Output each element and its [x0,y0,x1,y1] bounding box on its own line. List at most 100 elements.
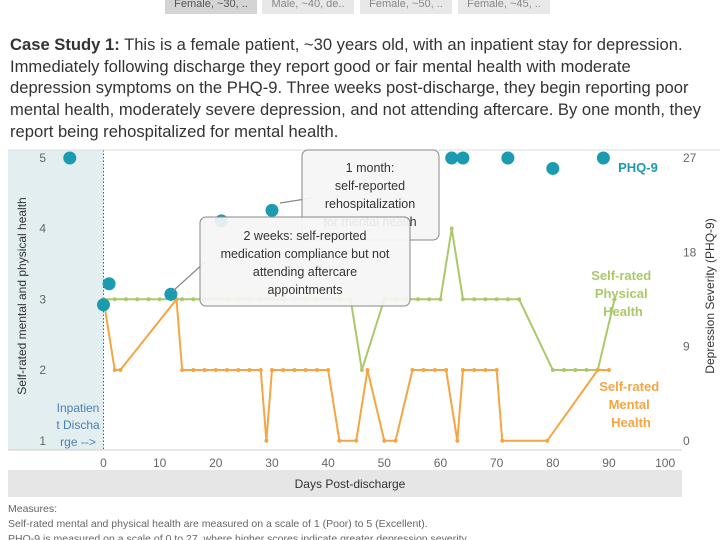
series-point [472,297,477,302]
series-point [562,368,567,373]
x-tick-label: 60 [434,456,448,470]
series-label-line: Mental [609,397,654,412]
inpatient-label-line: t Discha [56,418,100,432]
phq-point [546,161,560,175]
tab[interactable]: Female, ~50, .. [360,0,452,14]
callout-text: self-reported [335,179,405,193]
series-point [421,368,426,373]
series-point [460,297,465,302]
series-point [584,368,589,373]
series-point [225,368,230,373]
series-point [460,368,465,373]
series-label-line: PHQ-9 [618,160,658,175]
series-point [606,368,611,373]
y2-tick-label: 0 [683,434,690,448]
series-point [213,368,218,373]
phq-point [456,151,470,165]
footer-line: Measures: [8,503,58,515]
y-tick-label: 1 [39,434,46,448]
phq-point [445,151,459,165]
x-tick-label: 100 [655,456,675,470]
series-point [191,368,196,373]
series-point [410,368,415,373]
case-study: Case Study 1: This is a female patient, … [10,34,715,143]
callout-box [199,216,411,307]
series-point [427,297,432,302]
inpatient-label-line: rge --> [60,435,96,449]
series-point [247,368,252,373]
x-tick-label: 90 [602,456,616,470]
footer-line: PHQ-9 is measured on a scale of 0 to 27,… [8,533,469,540]
phq-point [501,151,515,165]
x-tick-label: 20 [209,456,223,470]
series-point [258,368,263,373]
series-point [354,438,359,443]
x-tick-label: 50 [378,456,392,470]
series-label: Self-rated Physical Health [591,268,655,319]
series-line [102,296,609,442]
phq-point [96,298,110,312]
x-axis-title: Days Post-discharge [295,477,406,491]
series-point [326,368,331,373]
inpatient-label-line: Inpatien [57,401,100,415]
x-tick-label: 30 [265,456,279,470]
y2-axis-title: Depression Severity (PHQ-9) [703,218,717,373]
series-point [494,368,499,373]
series-point [146,297,151,302]
series-point [202,368,207,373]
case-label: Case Study 1: [10,35,120,54]
series-point [393,438,398,443]
tab[interactable]: Male, ~40, de.. [262,0,354,14]
series-point [314,368,319,373]
series-point [337,438,342,443]
y-tick-label: 4 [39,222,46,236]
phq-point [265,203,279,217]
callout-text: 1 month: [346,161,395,175]
series-point [500,438,505,443]
y-tick-label: 3 [39,292,46,306]
series-label-line: Physical [595,286,651,301]
series-point [455,438,460,443]
series-label-line: Self-rated [591,268,655,283]
series-point [135,297,140,302]
series-point [505,297,510,302]
series-point [438,297,443,302]
phq-point [63,151,77,165]
series-point [444,368,449,373]
phq-point [596,151,610,165]
footer-line: Self-rated mental and physical health ar… [8,518,428,530]
tab[interactable]: Female, ~45, .. [458,0,550,14]
series-label-line: Health [603,304,643,319]
tab[interactable]: Female, ~30, .. [165,0,257,14]
series-point [123,297,128,302]
series-point [545,438,550,443]
series-point [236,368,241,373]
y-tick-label: 2 [39,363,46,377]
phq-point [102,277,116,291]
y2-tick-label: 9 [683,340,690,354]
callout-text: rehospitalization [325,197,415,211]
series-point [612,297,617,302]
series-label: PHQ-9 [618,160,658,175]
series-point [191,297,196,302]
x-tick-label: 70 [490,456,504,470]
series-point [112,297,117,302]
footer: Measures: Self-rated mental and physical… [8,502,469,540]
series-point [432,368,437,373]
series-point [112,368,117,373]
inpatient-band [8,150,104,450]
x-tick-label: 0 [100,456,107,470]
series-point [292,368,297,373]
callout-text: appointments [267,283,342,297]
case-text: This is a female patient, ~30 years old,… [10,35,701,141]
callout-text: attending aftercare [253,265,357,279]
y-axis-title: Self-rated mental and physical health [15,197,29,394]
series-point [517,297,522,302]
series-point [483,368,488,373]
series-point [365,368,370,373]
x-tick-label: 80 [546,456,560,470]
series-point [573,368,578,373]
series-point [416,297,421,302]
